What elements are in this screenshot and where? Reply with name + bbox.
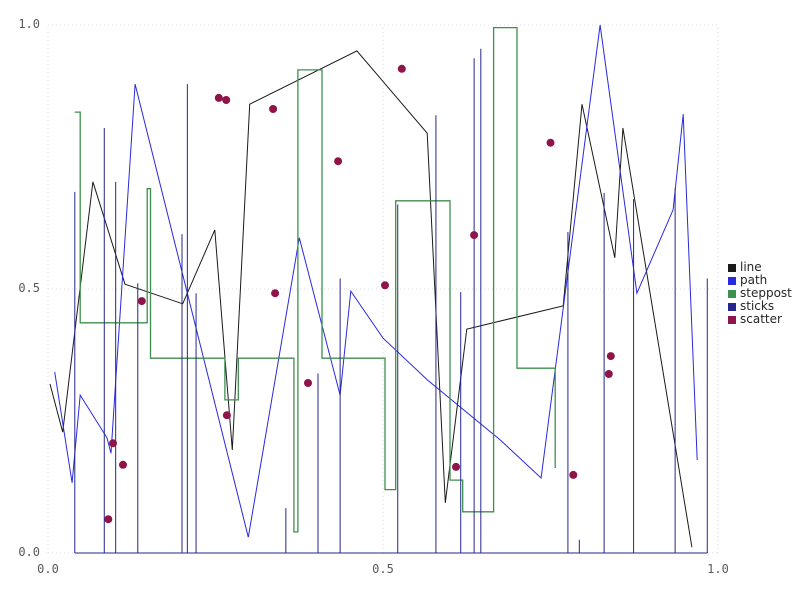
- x-tick-label: 0.0: [37, 562, 59, 576]
- legend-item-sticks: sticks: [728, 300, 792, 313]
- scatter-point: [604, 370, 613, 378]
- scatter-point: [104, 515, 113, 524]
- series-line: [49, 50, 693, 548]
- scatter-point: [334, 157, 343, 166]
- scatter-point: [269, 105, 278, 113]
- legend-item-scatter: scatter: [728, 313, 792, 326]
- y-tick-label: 0.5: [18, 281, 40, 295]
- series-sticks: [74, 48, 708, 554]
- series-path: [54, 24, 698, 538]
- legend-swatch-icon: [728, 276, 736, 285]
- scatter-point: [222, 411, 231, 420]
- scatter-point: [452, 462, 460, 471]
- scatter-point: [381, 281, 389, 290]
- legend-label: sticks: [740, 299, 775, 313]
- series-steppost: [74, 26, 556, 533]
- scatter-point: [397, 64, 406, 73]
- scatter-point: [137, 297, 146, 306]
- legend-swatch-icon: [728, 263, 736, 272]
- legend-label: scatter: [740, 312, 782, 326]
- legend: line path steppost sticks scatter: [728, 261, 792, 326]
- legend-item-path: path: [728, 274, 792, 287]
- scatter-point: [304, 379, 312, 387]
- legend-label: steppost: [740, 286, 792, 300]
- scatter-point: [470, 231, 479, 240]
- legend-swatch-icon: [728, 289, 736, 298]
- legend-item-steppost: steppost: [728, 287, 792, 300]
- x-tick-label: 0.5: [372, 562, 394, 576]
- legend-label: line: [740, 260, 762, 274]
- scatter-point: [214, 93, 223, 102]
- scatter-point: [119, 460, 127, 469]
- x-tick-label: 1.0: [707, 562, 729, 576]
- scatter-point: [222, 96, 231, 104]
- scatter-point: [109, 439, 117, 448]
- legend-item-line: line: [728, 261, 792, 274]
- series-scatter: [104, 64, 615, 524]
- legend-swatch-icon: [728, 302, 736, 311]
- legend-swatch-icon: [728, 315, 736, 324]
- y-tick-label: 0.0: [18, 545, 40, 559]
- scatter-point: [271, 289, 280, 298]
- scatter-point: [546, 138, 555, 147]
- scatter-point: [606, 352, 615, 361]
- legend-label: path: [740, 273, 768, 287]
- y-tick-label: 1.0: [18, 17, 40, 31]
- scatter-point: [569, 470, 578, 479]
